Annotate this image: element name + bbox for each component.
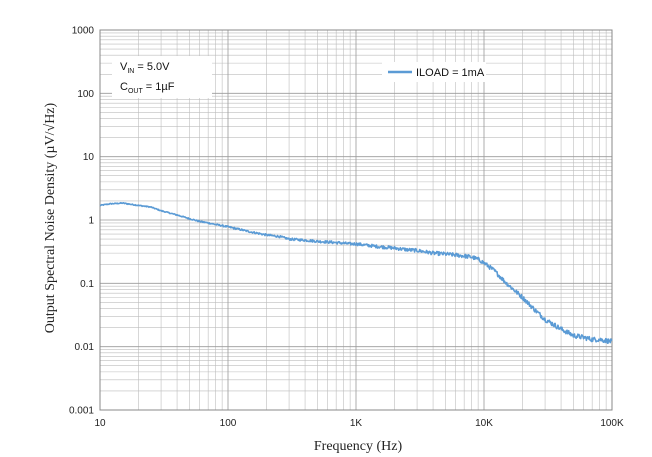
x-axis-title: Frequency (Hz) <box>314 439 403 454</box>
x-axis-tick-labels: 10 100 1K 10K 100K <box>94 418 624 429</box>
y-tick-label: 0.01 <box>75 342 95 353</box>
x-tick-label: 100 <box>220 418 237 429</box>
y-tick-label: 1000 <box>72 26 95 37</box>
annotation-background <box>112 56 212 98</box>
series-layer <box>99 201 613 344</box>
conditions-annotation: VIN = 5.0V COUT = 1µF <box>112 56 212 98</box>
x-tick-label: 10K <box>475 418 493 429</box>
x-tick-label: 1K <box>350 418 363 429</box>
legend-label-iload: ILOAD = 1mA <box>416 67 485 79</box>
y-tick-label: 100 <box>77 89 94 100</box>
legend: ILOAD = 1mA <box>382 62 486 82</box>
series-line-iload-1ma <box>99 201 613 344</box>
y-axis-title: Output Spectral Noise Density (µV/√Hz) <box>43 102 58 333</box>
vin-annotation: VIN = 5.0V <box>120 61 170 75</box>
y-tick-label: 1 <box>88 216 94 227</box>
y-tick-label: 0.1 <box>80 279 94 290</box>
x-tick-label: 10 <box>94 418 106 429</box>
y-tick-label: 0.001 <box>69 406 94 417</box>
x-tick-label: 100K <box>600 418 624 429</box>
cout-annotation: COUT = 1µF <box>120 81 175 95</box>
legend-background <box>382 62 486 82</box>
y-axis-tick-labels: 0.001 0.01 0.1 1 10 100 1000 <box>69 26 94 417</box>
y-tick-label: 10 <box>83 152 95 163</box>
plot-area-frame <box>99 29 613 411</box>
